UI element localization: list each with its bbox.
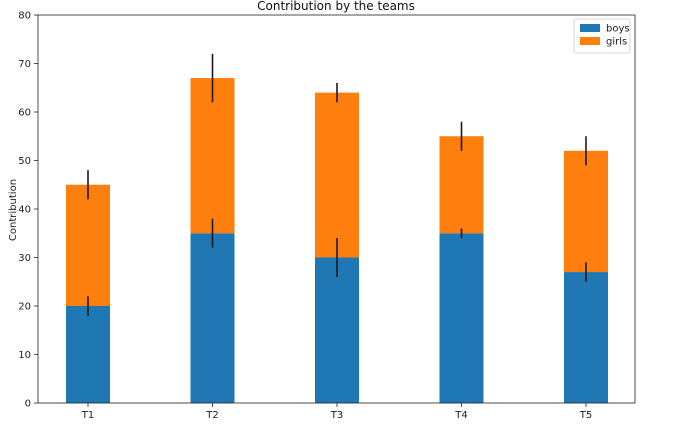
y-tick-label: 0 (25, 399, 31, 410)
bar-boys-T3 (315, 257, 359, 403)
y-tick-label: 20 (18, 302, 31, 313)
y-tick-label: 10 (18, 350, 31, 361)
y-axis: 0 10 20 30 40 50 60 70 80 (18, 11, 38, 410)
legend-swatch-girls (580, 37, 600, 45)
bars-layer (66, 78, 608, 403)
y-tick-label: 40 (18, 205, 31, 216)
bar-girls-T2 (190, 78, 235, 234)
y-tick-label: 50 (18, 156, 31, 167)
x-tick-label: T1 (81, 410, 94, 421)
bar-boys-T4 (439, 233, 484, 403)
bar-boys-T2 (190, 233, 235, 403)
legend-swatch-boys (580, 24, 600, 32)
x-tick-label: T3 (330, 410, 343, 421)
x-axis: T1 T2 T3 T4 T5 (81, 403, 592, 421)
y-tick-label: 80 (18, 11, 31, 22)
legend-label-girls: girls (606, 37, 627, 48)
legend-label-boys: boys (606, 24, 630, 35)
y-tick-label: 70 (18, 59, 31, 70)
legend: boys girls (573, 18, 631, 54)
y-tick-label: 60 (18, 108, 31, 119)
y-axis-label: Contribution (8, 179, 19, 241)
errorbars-layer (87, 53, 587, 316)
x-tick-label: T5 (579, 410, 592, 421)
bar-girls-T3 (315, 92, 359, 258)
bar-girls-T5 (564, 150, 608, 273)
x-tick-label: T2 (205, 410, 218, 421)
chart-title: Contribution by the teams (257, 0, 415, 13)
bar-boys-T5 (564, 272, 608, 403)
y-tick-label: 30 (18, 253, 31, 264)
x-tick-label: T4 (454, 410, 467, 421)
bar-boys-T1 (66, 306, 110, 403)
bar-girls-T4 (439, 136, 484, 234)
bar-girls-T1 (66, 184, 110, 306)
